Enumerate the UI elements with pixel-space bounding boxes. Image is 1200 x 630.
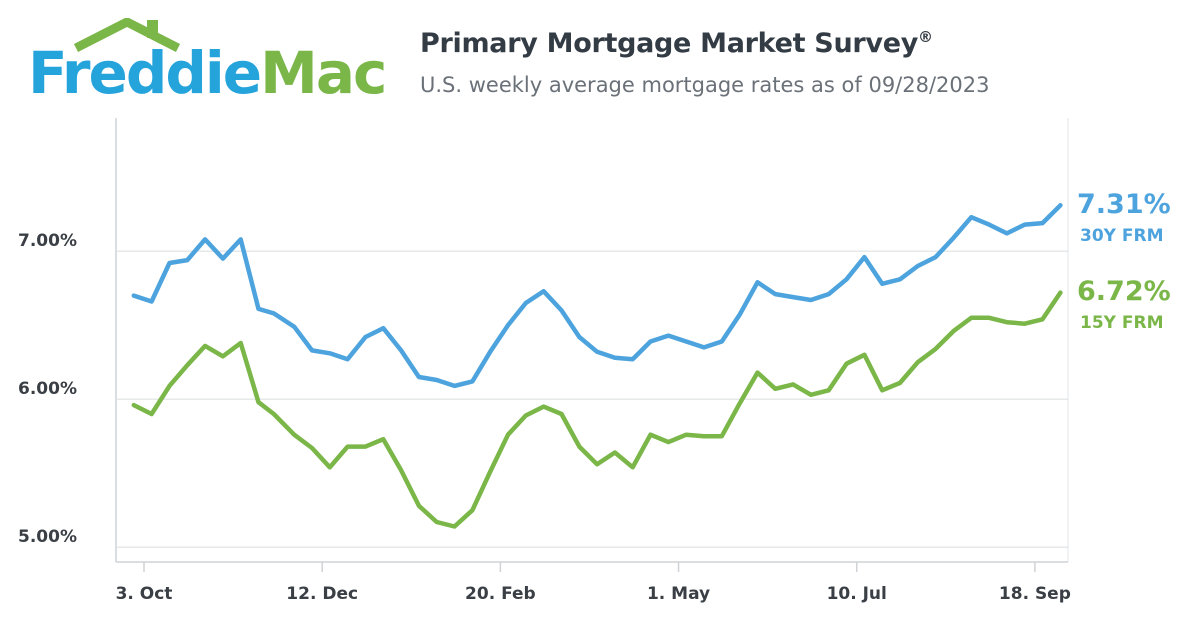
y-tick-label: 6.00% xyxy=(18,379,77,399)
x-tick-label: 1. May xyxy=(647,584,710,604)
x-tick-label: 12. Dec xyxy=(286,584,358,604)
end-value-label: 6.72% xyxy=(1077,276,1171,307)
end-value-label: 7.31% xyxy=(1077,189,1171,220)
logo-word-mac: Mac xyxy=(260,39,387,107)
y-axis-ticks: 5.00% 6.00% 7.00% xyxy=(18,231,77,547)
logo-word-freddie: Freddie xyxy=(28,39,262,107)
x-tick-label: 18. Sep xyxy=(999,584,1071,604)
chart-title-text: Primary Mortgage Market Survey xyxy=(420,28,919,59)
series-line-30y-frm xyxy=(131,203,1063,389)
chart-title: Primary Mortgage Market Survey® xyxy=(420,28,990,59)
registered-mark: ® xyxy=(918,28,933,46)
end-series-label: 30Y FRM xyxy=(1080,226,1164,246)
chart-header: Primary Mortgage Market Survey® U.S. wee… xyxy=(420,28,990,97)
freddie-mac-logo: FreddieMac xyxy=(28,18,387,108)
x-tick-label: 20. Feb xyxy=(465,584,536,604)
grid-layer xyxy=(115,118,1069,563)
end-series-label: 15Y FRM xyxy=(1080,313,1164,333)
chart-subtitle: U.S. weekly average mortgage rates as of… xyxy=(420,73,990,97)
series-line-15y-frm xyxy=(131,290,1063,529)
series-layer xyxy=(131,203,1063,529)
end-labels: 7.31% 30Y FRM 6.72% 15Y FRM xyxy=(1077,189,1171,333)
house-roof-icon xyxy=(73,18,181,53)
x-tick-label: 3. Oct xyxy=(116,584,173,604)
logo-wordmark: FreddieMac xyxy=(28,44,387,102)
y-tick-label: 5.00% xyxy=(18,527,77,547)
y-tick-label: 7.00% xyxy=(18,231,77,251)
x-tick-label: 10. Jul xyxy=(827,584,887,604)
x-axis-ticks: 3. Oct 12. Dec 20. Feb 1. May 10. Jul 18. Sep xyxy=(116,562,1071,604)
